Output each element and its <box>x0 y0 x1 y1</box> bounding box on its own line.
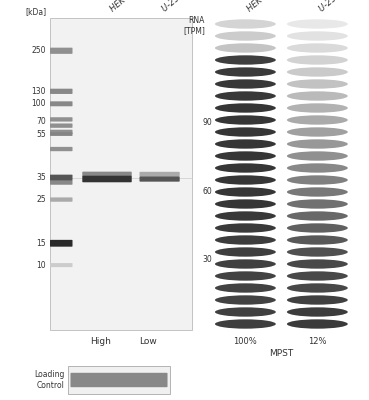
Text: 100: 100 <box>32 99 46 108</box>
Ellipse shape <box>215 139 276 149</box>
Text: 100%: 100% <box>234 337 257 346</box>
Text: 90: 90 <box>203 118 212 127</box>
Text: 35: 35 <box>37 173 46 182</box>
Ellipse shape <box>287 319 348 329</box>
Text: 55: 55 <box>37 130 46 138</box>
Text: RNA
[TPM]: RNA [TPM] <box>183 16 205 35</box>
Ellipse shape <box>287 115 348 125</box>
Text: 60: 60 <box>203 187 212 196</box>
Text: U-251 MG: U-251 MG <box>161 0 198 14</box>
Ellipse shape <box>215 115 276 125</box>
Ellipse shape <box>215 79 276 89</box>
Text: 25: 25 <box>37 195 46 204</box>
Text: 30: 30 <box>203 255 212 264</box>
Text: [kDa]: [kDa] <box>25 7 46 16</box>
Ellipse shape <box>287 67 348 77</box>
Ellipse shape <box>215 199 276 209</box>
Text: 130: 130 <box>32 87 46 96</box>
Ellipse shape <box>215 211 276 221</box>
Text: 250: 250 <box>32 46 46 55</box>
FancyBboxPatch shape <box>50 101 72 106</box>
Ellipse shape <box>215 259 276 269</box>
Ellipse shape <box>287 187 348 197</box>
Ellipse shape <box>215 223 276 233</box>
FancyBboxPatch shape <box>50 181 72 185</box>
Ellipse shape <box>215 187 276 197</box>
FancyBboxPatch shape <box>82 172 132 176</box>
Ellipse shape <box>215 175 276 185</box>
Ellipse shape <box>287 31 348 41</box>
FancyBboxPatch shape <box>50 175 72 181</box>
FancyBboxPatch shape <box>70 373 168 387</box>
Ellipse shape <box>287 271 348 281</box>
Text: High: High <box>90 337 111 346</box>
FancyBboxPatch shape <box>50 263 72 267</box>
Text: 15: 15 <box>37 239 46 248</box>
FancyBboxPatch shape <box>50 147 72 151</box>
Ellipse shape <box>215 31 276 41</box>
Ellipse shape <box>287 211 348 221</box>
FancyBboxPatch shape <box>139 176 180 182</box>
FancyBboxPatch shape <box>50 124 72 128</box>
Text: 12%: 12% <box>308 337 327 346</box>
Text: MPST: MPST <box>269 349 293 358</box>
Text: 10: 10 <box>37 261 46 270</box>
Ellipse shape <box>287 175 348 185</box>
Ellipse shape <box>287 91 348 101</box>
Ellipse shape <box>215 19 276 29</box>
Ellipse shape <box>215 127 276 137</box>
Ellipse shape <box>215 55 276 65</box>
Bar <box>50 18 192 330</box>
FancyBboxPatch shape <box>50 89 72 94</box>
Ellipse shape <box>215 307 276 317</box>
Ellipse shape <box>215 163 276 173</box>
FancyBboxPatch shape <box>50 198 72 202</box>
Ellipse shape <box>215 247 276 257</box>
Ellipse shape <box>287 43 348 53</box>
Ellipse shape <box>287 19 348 29</box>
Ellipse shape <box>215 295 276 305</box>
Text: Low: Low <box>139 337 156 346</box>
Ellipse shape <box>215 67 276 77</box>
Ellipse shape <box>287 295 348 305</box>
Ellipse shape <box>215 283 276 293</box>
Ellipse shape <box>287 259 348 269</box>
Text: HEK 293: HEK 293 <box>109 0 142 14</box>
Ellipse shape <box>287 199 348 209</box>
Text: 70: 70 <box>37 117 46 126</box>
Bar <box>68 366 170 394</box>
FancyBboxPatch shape <box>50 132 72 136</box>
Ellipse shape <box>287 283 348 293</box>
FancyBboxPatch shape <box>50 117 72 122</box>
Ellipse shape <box>215 103 276 113</box>
Ellipse shape <box>215 151 276 161</box>
Ellipse shape <box>287 55 348 65</box>
Ellipse shape <box>287 127 348 137</box>
Ellipse shape <box>287 223 348 233</box>
Ellipse shape <box>287 307 348 317</box>
Ellipse shape <box>287 79 348 89</box>
Ellipse shape <box>215 319 276 329</box>
Ellipse shape <box>287 151 348 161</box>
Ellipse shape <box>287 139 348 149</box>
Ellipse shape <box>287 103 348 113</box>
Text: Loading
Control: Loading Control <box>34 370 65 390</box>
FancyBboxPatch shape <box>50 130 72 134</box>
Ellipse shape <box>287 247 348 257</box>
FancyBboxPatch shape <box>139 172 180 176</box>
FancyBboxPatch shape <box>50 240 72 247</box>
Ellipse shape <box>215 91 276 101</box>
Ellipse shape <box>287 163 348 173</box>
Text: U-251 MG: U-251 MG <box>317 0 355 14</box>
Ellipse shape <box>287 235 348 245</box>
FancyBboxPatch shape <box>82 176 132 182</box>
Text: HEK 293: HEK 293 <box>245 0 279 14</box>
FancyBboxPatch shape <box>50 48 72 54</box>
Ellipse shape <box>215 271 276 281</box>
Ellipse shape <box>215 43 276 53</box>
Ellipse shape <box>215 235 276 245</box>
